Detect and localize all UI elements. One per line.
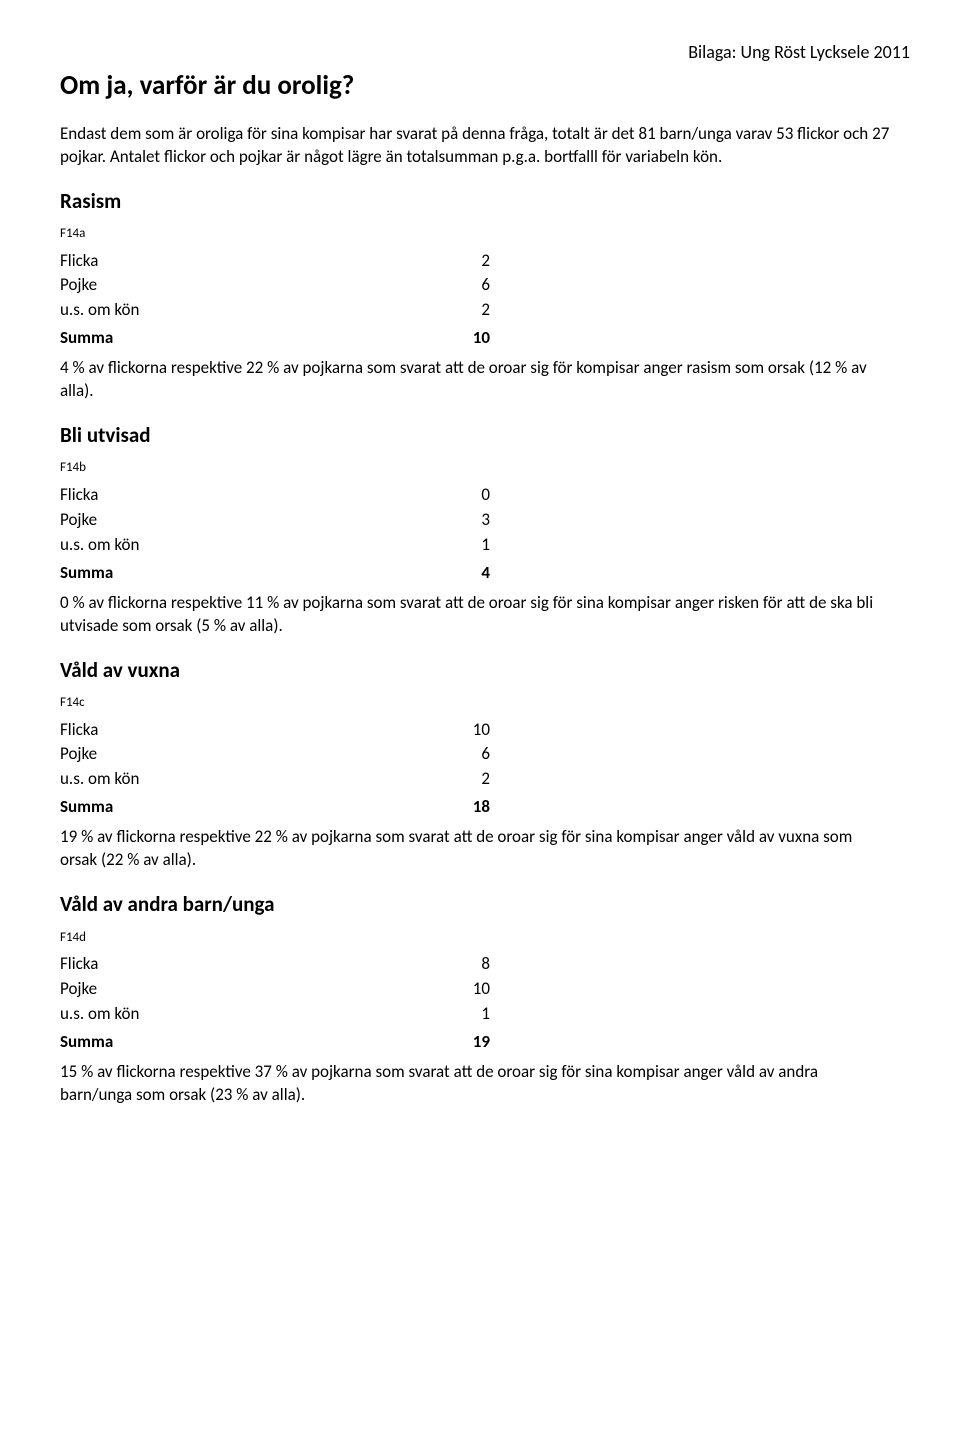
section-code-vald-vuxna: F14c	[60, 694, 910, 712]
row-label-flicka: Flicka	[60, 483, 450, 508]
row-label-summa: Summa	[60, 792, 450, 820]
section-heading-rasism: Rasism	[60, 187, 910, 215]
section-heading-vald-barn: Våld av andra barn/unga	[60, 890, 910, 918]
table-row: Pojke 6	[60, 273, 490, 298]
row-value: 18	[450, 792, 490, 820]
row-label-flicka: Flicka	[60, 249, 450, 274]
row-value: 4	[450, 558, 490, 586]
table-row: Pojke 10	[60, 977, 490, 1002]
section-code-rasism: F14a	[60, 225, 910, 243]
row-value: 0	[450, 483, 490, 508]
section-code-vald-barn: F14d	[60, 929, 910, 947]
row-label-us-kon: u.s. om kön	[60, 767, 450, 792]
row-value: 2	[450, 298, 490, 323]
row-label-pojke: Pojke	[60, 273, 450, 298]
row-value: 1	[450, 1002, 490, 1027]
row-label-pojke: Pojke	[60, 977, 450, 1002]
row-label-us-kon: u.s. om kön	[60, 298, 450, 323]
analysis-text-vald-barn: 15 % av flickorna respektive 37 % av poj…	[60, 1061, 890, 1107]
analysis-text-rasism: 4 % av flickorna respektive 22 % av pojk…	[60, 357, 890, 403]
row-value: 2	[450, 767, 490, 792]
row-value: 10	[450, 718, 490, 743]
row-value: 2	[450, 249, 490, 274]
table-row: u.s. om kön 1	[60, 1002, 490, 1027]
page-title: Om ja, varför är du orolig?	[60, 68, 910, 104]
table-row: Flicka 0	[60, 483, 490, 508]
row-label-summa: Summa	[60, 558, 450, 586]
table-row-summa: Summa 10	[60, 323, 490, 351]
row-label-us-kon: u.s. om kön	[60, 1002, 450, 1027]
row-label-flicka: Flicka	[60, 952, 450, 977]
section-code-utvisad: F14b	[60, 459, 910, 477]
row-value: 8	[450, 952, 490, 977]
row-value: 19	[450, 1027, 490, 1055]
table-row: u.s. om kön 2	[60, 767, 490, 792]
row-label-flicka: Flicka	[60, 718, 450, 743]
row-label-us-kon: u.s. om kön	[60, 533, 450, 558]
row-value: 1	[450, 533, 490, 558]
row-value: 6	[450, 273, 490, 298]
data-table-rasism: Flicka 2 Pojke 6 u.s. om kön 2 Summa 10	[60, 249, 490, 352]
row-label-pojke: Pojke	[60, 742, 450, 767]
row-value: 6	[450, 742, 490, 767]
header-note: Bilaga: Ung Röst Lycksele 2011	[60, 40, 910, 64]
section-heading-vald-vuxna: Våld av vuxna	[60, 656, 910, 684]
analysis-text-utvisad: 0 % av flickorna respektive 11 % av pojk…	[60, 592, 890, 638]
table-row: Pojke 3	[60, 508, 490, 533]
row-label-summa: Summa	[60, 1027, 450, 1055]
intro-paragraph: Endast dem som är oroliga för sina kompi…	[60, 123, 890, 169]
row-label-pojke: Pojke	[60, 508, 450, 533]
table-row: Flicka 2	[60, 249, 490, 274]
row-value: 3	[450, 508, 490, 533]
row-label-summa: Summa	[60, 323, 450, 351]
table-row: Pojke 6	[60, 742, 490, 767]
data-table-vald-vuxna: Flicka 10 Pojke 6 u.s. om kön 2 Summa 18	[60, 718, 490, 821]
section-heading-utvisad: Bli utvisad	[60, 421, 910, 449]
row-value: 10	[450, 323, 490, 351]
row-value: 10	[450, 977, 490, 1002]
table-row: u.s. om kön 2	[60, 298, 490, 323]
table-row: Flicka 10	[60, 718, 490, 743]
table-row: u.s. om kön 1	[60, 533, 490, 558]
table-row-summa: Summa 19	[60, 1027, 490, 1055]
analysis-text-vald-vuxna: 19 % av flickorna respektive 22 % av poj…	[60, 826, 890, 872]
data-table-vald-barn: Flicka 8 Pojke 10 u.s. om kön 1 Summa 19	[60, 952, 490, 1055]
table-row-summa: Summa 18	[60, 792, 490, 820]
table-row: Flicka 8	[60, 952, 490, 977]
table-row-summa: Summa 4	[60, 558, 490, 586]
data-table-utvisad: Flicka 0 Pojke 3 u.s. om kön 1 Summa 4	[60, 483, 490, 586]
